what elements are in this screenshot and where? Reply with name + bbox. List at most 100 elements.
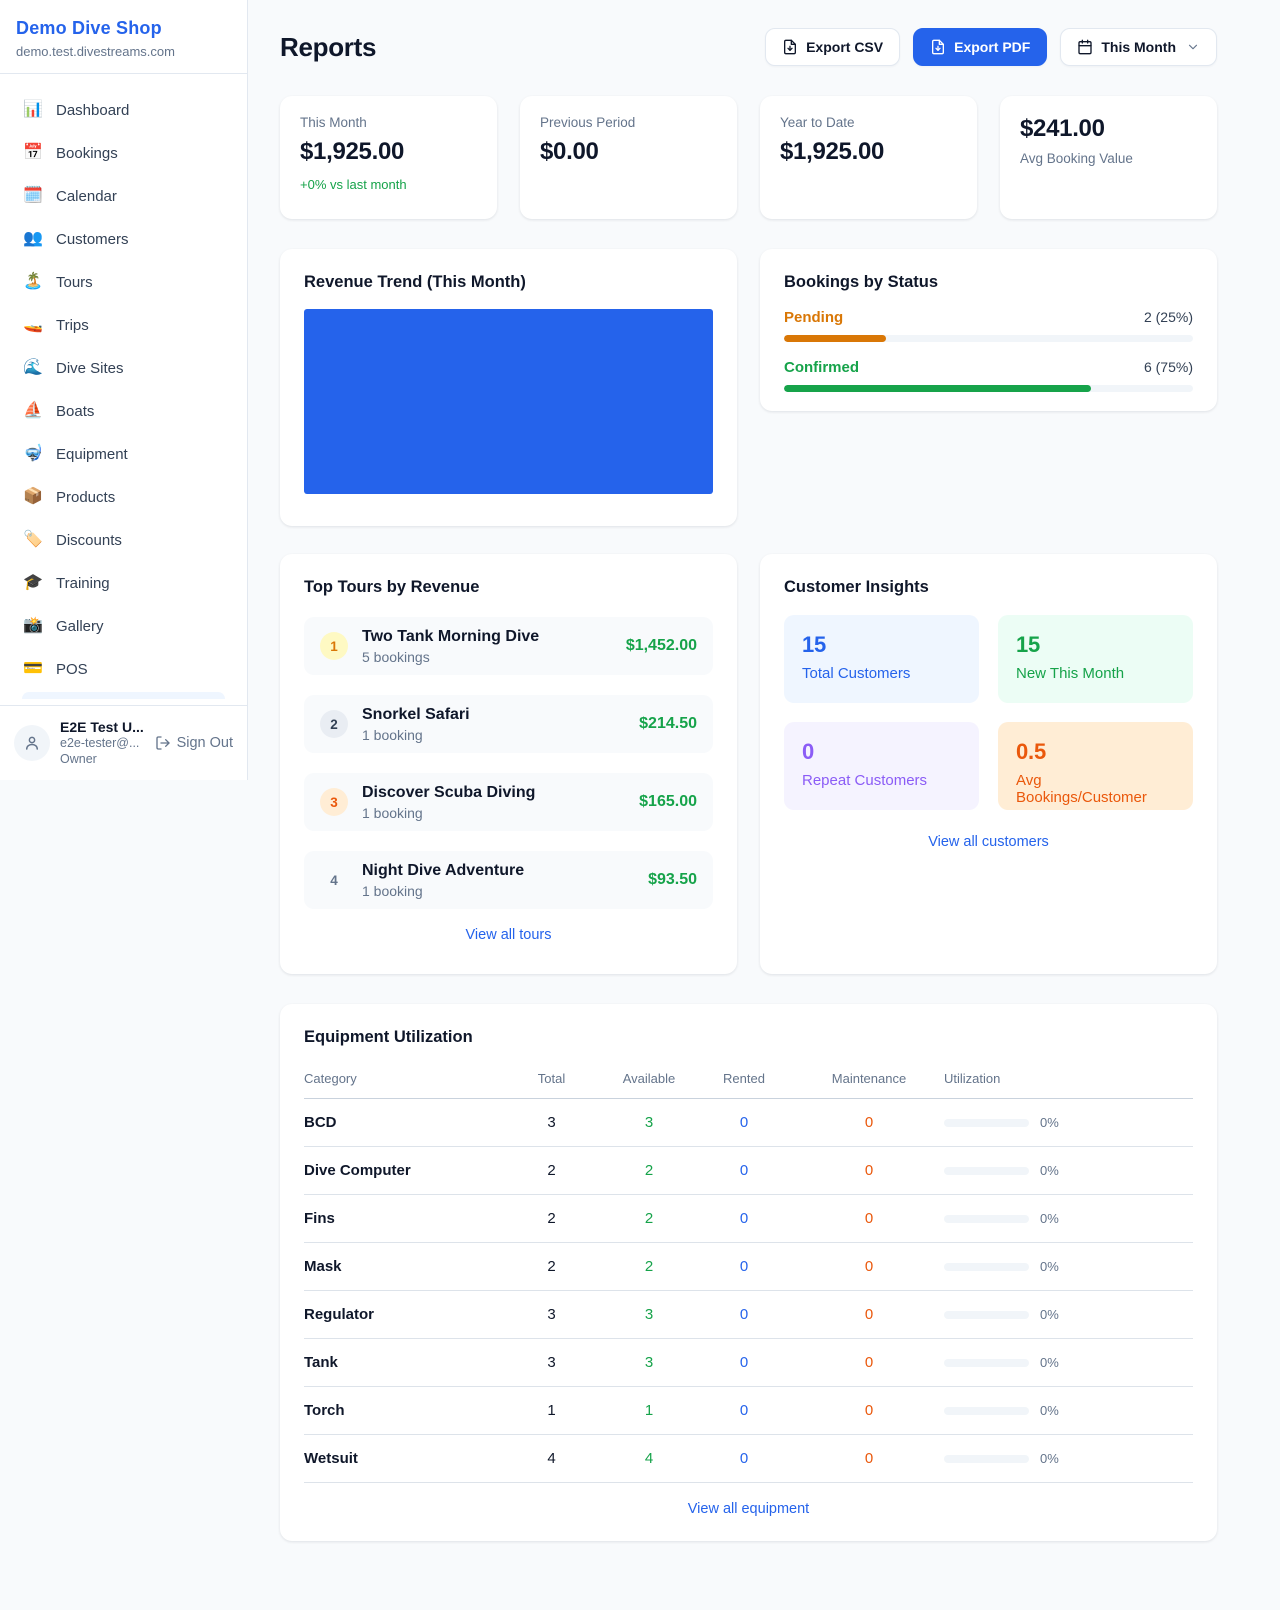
main-content: Reports Export CSV Export PDF This Month bbox=[280, 0, 1217, 1541]
graduation-cap-icon: 🎓 bbox=[23, 574, 43, 591]
utilization-bar bbox=[944, 1358, 1029, 1367]
user-meta: E2E Test U... e2e-tester@... Owner bbox=[60, 719, 144, 768]
cell-rented: 0 bbox=[694, 1290, 794, 1339]
tile-new-this-month: 15 New This Month bbox=[998, 615, 1193, 703]
sidebar-item-label: Equipment bbox=[56, 445, 128, 463]
sidebar-item-customers[interactable]: 👥 Customers bbox=[12, 219, 235, 259]
view-all-customers-link[interactable]: View all customers bbox=[928, 834, 1049, 850]
sidebar-item-label: POS bbox=[56, 660, 88, 678]
table-row: Tank 3 3 0 0 0% bbox=[304, 1338, 1193, 1387]
sidebar-footer: E2E Test U... e2e-tester@... Owner Sign … bbox=[0, 705, 247, 780]
sidebar-item-label: Gallery bbox=[56, 617, 104, 635]
table-row: Wetsuit 4 4 0 0 0% bbox=[304, 1434, 1193, 1483]
sidebar-item-equipment[interactable]: 🤿 Equipment bbox=[12, 434, 235, 474]
cell-category: Tank bbox=[304, 1338, 499, 1387]
cell-rented: 0 bbox=[694, 1098, 794, 1147]
cell-total: 4 bbox=[499, 1434, 604, 1483]
sidebar-item-boats[interactable]: ⛵ Boats bbox=[12, 391, 235, 431]
sidebar-item-label: Trips bbox=[56, 316, 89, 334]
cell-category: Regulator bbox=[304, 1290, 499, 1339]
export-csv-button[interactable]: Export CSV bbox=[765, 28, 901, 66]
sidebar-item-reports-partial[interactable] bbox=[22, 692, 225, 699]
col-header-available: Available bbox=[604, 1061, 694, 1099]
utilization-pct: 0% bbox=[1040, 1451, 1059, 1466]
sidebar-item-training[interactable]: 🎓 Training bbox=[12, 563, 235, 603]
sidebar-nav: 📊 Dashboard 📅 Bookings 🗓️ Calendar 👥 Cus… bbox=[0, 74, 247, 699]
lists-row: Top Tours by Revenue 1 Two Tank Morning … bbox=[280, 554, 1217, 974]
cell-rented: 0 bbox=[694, 1338, 794, 1387]
table-row: Dive Computer 2 2 0 0 0% bbox=[304, 1146, 1193, 1195]
sign-out-button[interactable]: Sign Out bbox=[155, 735, 233, 751]
stat-label: Avg Booking Value bbox=[1020, 151, 1133, 166]
cell-category: Dive Computer bbox=[304, 1146, 499, 1195]
tile-label: New This Month bbox=[1016, 665, 1125, 682]
top-tours-card: Top Tours by Revenue 1 Two Tank Morning … bbox=[280, 554, 737, 974]
calendar-icon bbox=[1078, 39, 1093, 55]
logout-icon bbox=[155, 736, 170, 750]
sidebar-item-discounts[interactable]: 🏷️ Discounts bbox=[12, 520, 235, 560]
cell-available: 3 bbox=[604, 1098, 694, 1147]
customers-icon: 👥 bbox=[23, 230, 43, 247]
sidebar-item-label: Dive Sites bbox=[56, 359, 124, 377]
cell-total: 3 bbox=[499, 1098, 604, 1147]
cell-category: Fins bbox=[304, 1194, 499, 1243]
file-download-icon bbox=[784, 39, 797, 55]
view-all-tours-link[interactable]: View all tours bbox=[465, 927, 552, 943]
stat-card-avg-booking-value: $241.00 Avg Booking Value bbox=[1000, 96, 1217, 219]
sidebar-item-tours[interactable]: 🏝️ Tours bbox=[12, 262, 235, 302]
sign-out-label: Sign Out bbox=[176, 735, 233, 751]
sidebar-item-pos[interactable]: 💳 POS bbox=[12, 649, 235, 689]
sidebar-item-label: Dashboard bbox=[56, 101, 130, 119]
utilization-pct: 0% bbox=[1040, 1211, 1059, 1226]
sidebar-item-bookings[interactable]: 📅 Bookings bbox=[12, 133, 235, 173]
cell-maintenance: 0 bbox=[794, 1098, 944, 1147]
sidebar-item-label: Discounts bbox=[56, 531, 122, 549]
status-count-confirmed: 6 (75%) bbox=[1143, 359, 1193, 375]
cell-category: BCD bbox=[304, 1098, 499, 1147]
insight-tiles: 15 Total Customers 15 New This Month 0 R… bbox=[784, 615, 1193, 810]
confirmed-bar-track bbox=[784, 385, 1193, 392]
utilization-pct: 0% bbox=[1040, 1403, 1059, 1418]
sidebar-item-dive-sites[interactable]: 🌊 Dive Sites bbox=[12, 348, 235, 388]
period-dropdown[interactable]: This Month bbox=[1060, 28, 1217, 66]
tour-bookings: 1 booking bbox=[362, 726, 423, 743]
tile-avg-bookings-customer: 0.5 Avg Bookings/Customer bbox=[998, 722, 1193, 810]
chevron-down-icon bbox=[1188, 44, 1198, 50]
tile-value: 15 bbox=[802, 632, 827, 657]
cell-maintenance: 0 bbox=[794, 1386, 944, 1435]
table-header-row: Category Total Available Rented Maintena… bbox=[304, 1061, 1193, 1099]
tour-revenue: $1,452.00 bbox=[625, 637, 697, 654]
user-name: E2E Test U... bbox=[60, 718, 144, 735]
cell-category: Torch bbox=[304, 1386, 499, 1435]
sidebar-item-calendar[interactable]: 🗓️ Calendar bbox=[12, 176, 235, 216]
cell-category: Wetsuit bbox=[304, 1434, 499, 1483]
export-pdf-button[interactable]: Export PDF bbox=[913, 28, 1048, 66]
sidebar-item-products[interactable]: 📦 Products bbox=[12, 477, 235, 517]
sidebar-item-dashboard[interactable]: 📊 Dashboard bbox=[12, 90, 235, 130]
tour-row: 1 Two Tank Morning Dive 5 bookings $1,45… bbox=[304, 617, 713, 675]
rank-badge: 4 bbox=[330, 872, 338, 888]
table-row: Torch 1 1 0 0 0% bbox=[304, 1386, 1193, 1435]
file-download-icon bbox=[932, 39, 945, 55]
customer-insights-title: Customer Insights bbox=[784, 578, 929, 596]
stat-delta: +0% vs last month bbox=[300, 177, 407, 192]
equipment-utilization-title: Equipment Utilization bbox=[304, 1028, 473, 1046]
stat-value: $0.00 bbox=[540, 138, 599, 165]
user-email: e2e-tester@... bbox=[60, 736, 140, 751]
utilization-bar bbox=[944, 1214, 1029, 1223]
utilization-pct: 0% bbox=[1040, 1163, 1059, 1178]
utilization-pct: 0% bbox=[1040, 1355, 1059, 1370]
view-all-equipment-link[interactable]: View all equipment bbox=[687, 1501, 810, 1517]
cell-available: 3 bbox=[604, 1290, 694, 1339]
tour-bookings: 5 bookings bbox=[362, 648, 430, 665]
sidebar-item-label: Tours bbox=[56, 273, 93, 291]
export-csv-label: Export CSV bbox=[806, 39, 884, 55]
table-row: BCD 3 3 0 0 0% bbox=[304, 1098, 1193, 1147]
tile-value: 0 bbox=[802, 739, 815, 764]
sidebar-item-trips[interactable]: 🚤 Trips bbox=[12, 305, 235, 345]
rank-badge: 2 bbox=[320, 710, 348, 738]
tile-value: 0.5 bbox=[1016, 739, 1046, 764]
sidebar-item-gallery[interactable]: 📸 Gallery bbox=[12, 606, 235, 646]
tour-row: 3 Discover Scuba Diving 1 booking $165.0… bbox=[304, 773, 713, 831]
page-header: Reports Export CSV Export PDF This Month bbox=[280, 28, 1217, 66]
